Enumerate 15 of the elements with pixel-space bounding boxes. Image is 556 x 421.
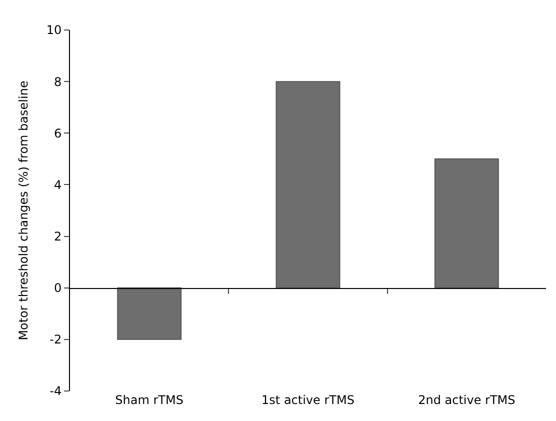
bar	[276, 81, 340, 288]
y-tick-label: 0	[54, 281, 62, 296]
bar	[434, 158, 499, 288]
y-axis-title: Motor threshold changes (%) from baseline	[16, 80, 31, 340]
y-tick-label: 4	[54, 178, 62, 192]
x-tick-label: 1st active rTMS	[262, 393, 354, 407]
y-tick-label: 10	[46, 23, 62, 38]
bar	[117, 287, 182, 340]
y-tick-label: 8	[54, 74, 62, 89]
y-tick-label: -2	[50, 332, 62, 347]
x-tick-label: Sham rTMS	[115, 393, 184, 407]
x-tick-label: 2nd active rTMS	[418, 393, 516, 407]
y-tick-label: -4	[50, 384, 62, 398]
y-tick-label: 6	[54, 126, 62, 140]
y-tick-label: 2	[54, 229, 62, 244]
